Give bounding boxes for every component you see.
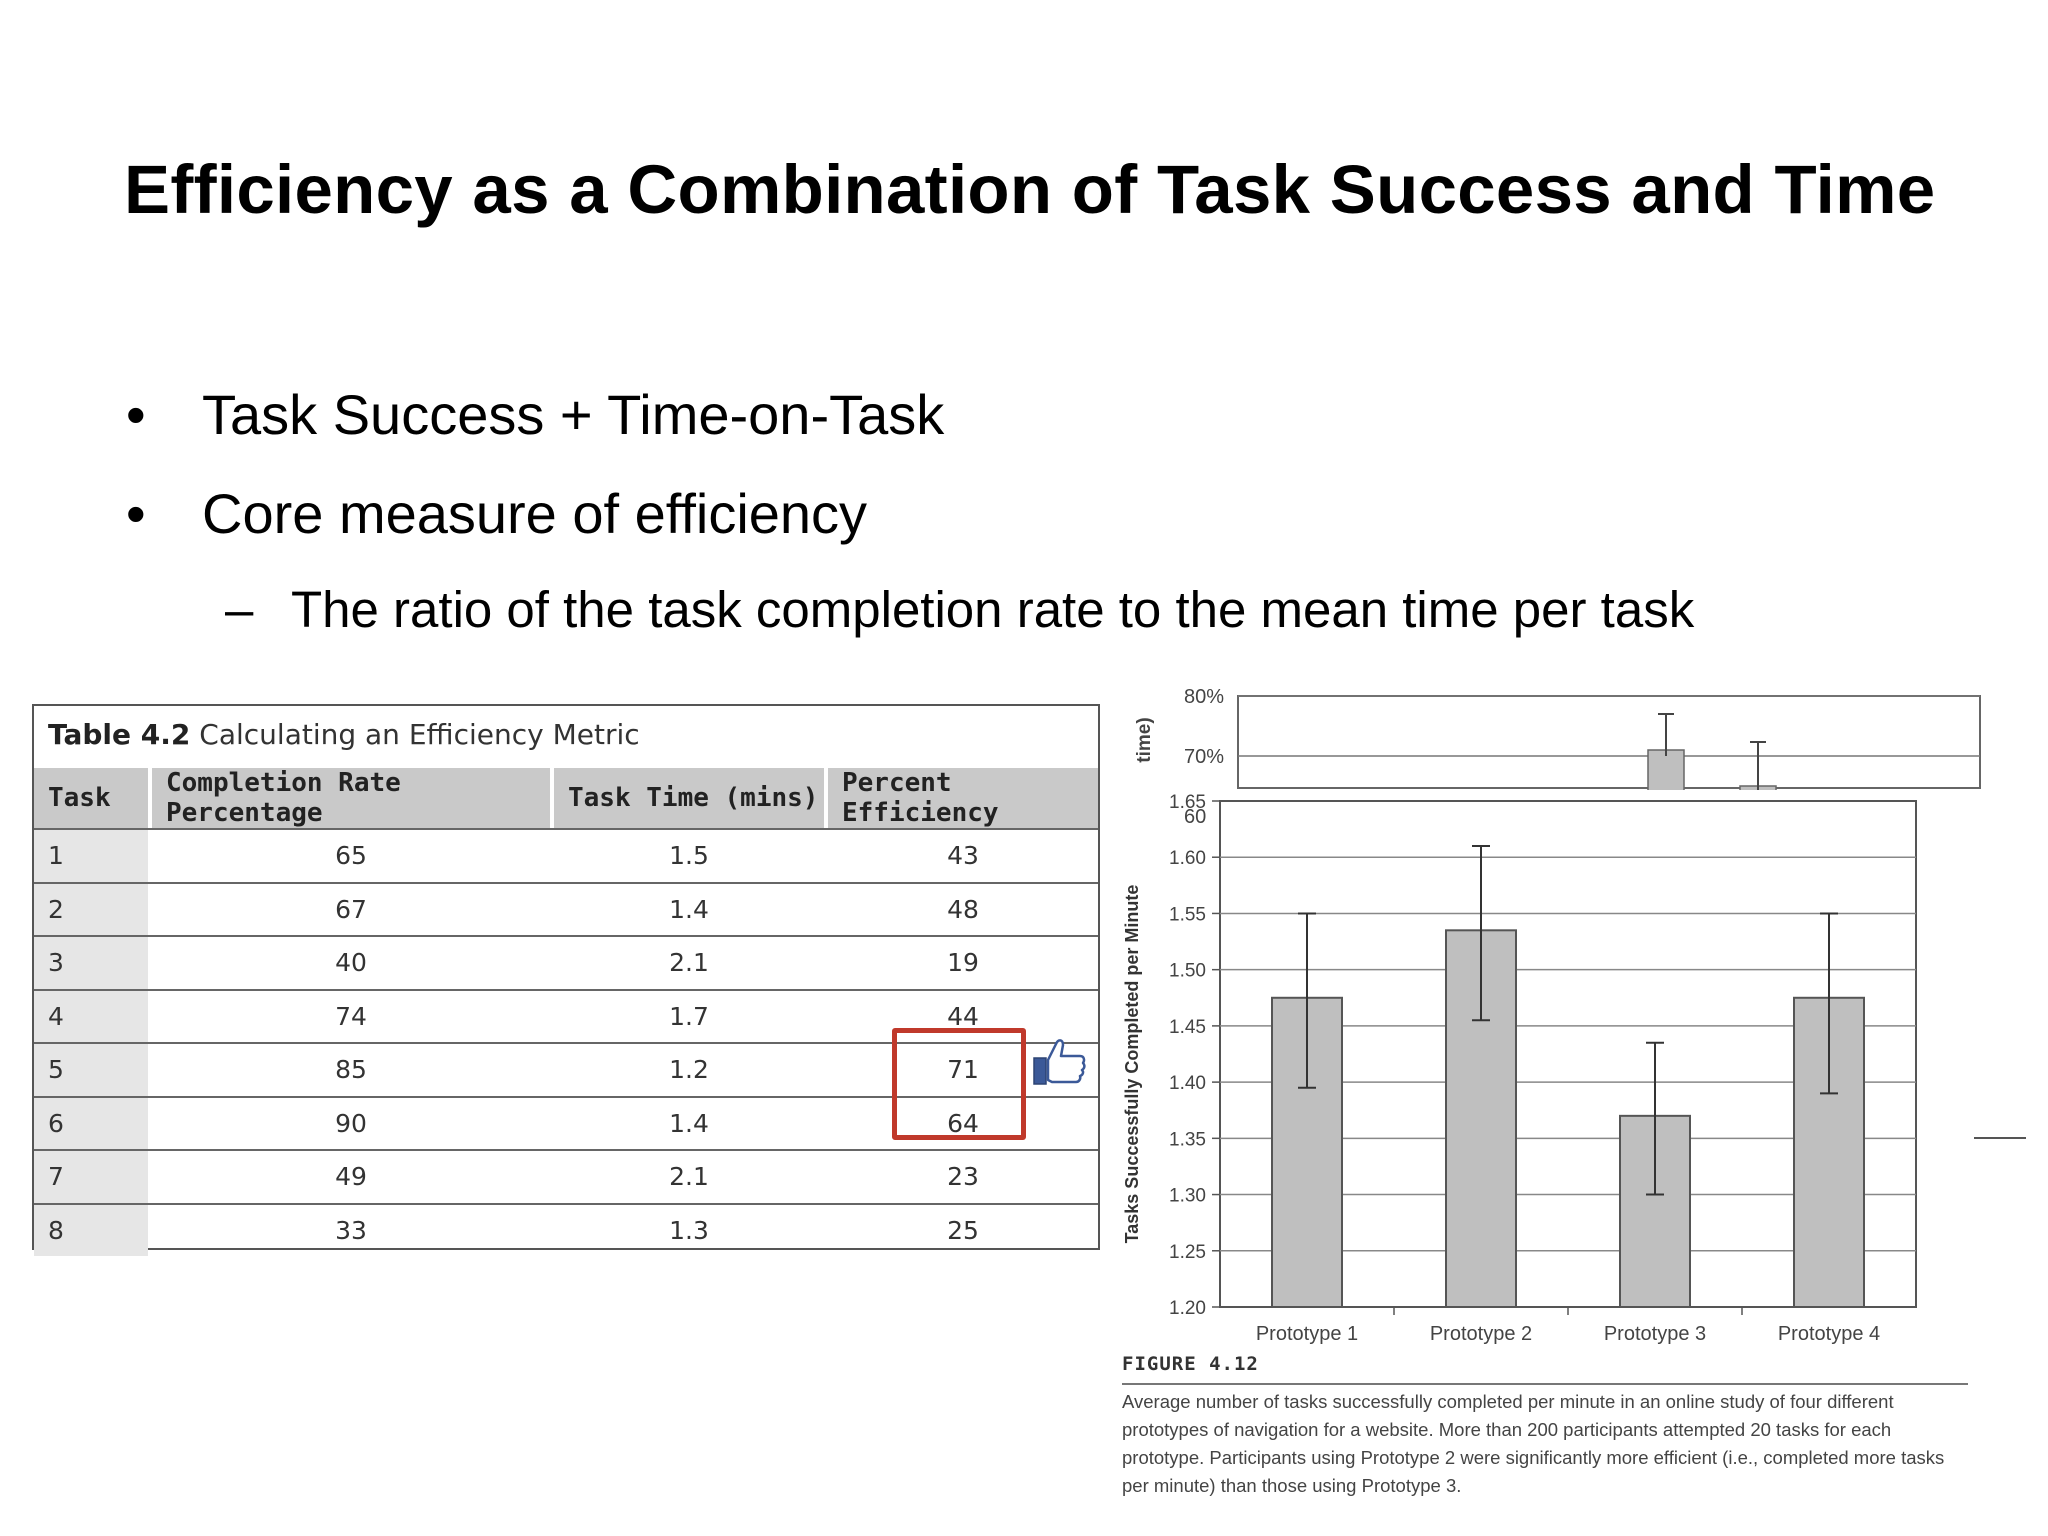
table-cell: 2 <box>34 883 148 935</box>
table-row: 7 49 2.1 23 <box>34 1149 1098 1203</box>
table-cell: 8 <box>34 1204 148 1256</box>
y-tick-label: 1.65 <box>1169 792 1206 813</box>
table-header-row: Task Completion Rate Percentage Task Tim… <box>34 768 1098 828</box>
table-cell: 1.4 <box>669 1108 709 1138</box>
table-cell: 1 <box>34 830 148 882</box>
bullet-text: Core measure of efficiency <box>202 482 868 545</box>
bullet-text: Task Success + Time-on-Task <box>202 383 945 446</box>
efficiency-chart: 80%70%60%time)1.201.251.301.351.401.451.… <box>1122 686 1981 1350</box>
table-cell: 2.1 <box>669 948 709 978</box>
y-tick-label: 1.45 <box>1169 1017 1206 1038</box>
bg-y-tick-label: 80% <box>1184 686 1224 708</box>
table-cell: 85 <box>335 1055 367 1085</box>
table-cell: 25 <box>947 1215 979 1245</box>
table-row: 8 33 1.3 25 <box>34 1202 1098 1256</box>
table-header-cell: Task <box>34 768 148 828</box>
table-cell: 1.4 <box>669 894 709 924</box>
table-cell: 65 <box>335 841 367 871</box>
y-tick-label: 1.40 <box>1169 1073 1206 1094</box>
x-tick-label: Prototype 2 <box>1430 1323 1532 1345</box>
y-tick-label: 1.20 <box>1169 1298 1206 1319</box>
divider-mark <box>1974 1137 2026 1139</box>
bullet-item: • Core measure of efficiency <box>126 481 868 546</box>
table-cell: 33 <box>335 1215 367 1245</box>
table-cell: 71 <box>947 1055 979 1085</box>
table-cell: 23 <box>947 1162 979 1192</box>
sub-bullet-mark: – <box>225 581 254 638</box>
table-cell: 49 <box>335 1162 367 1192</box>
figure-label: FIGURE 4.12 <box>1122 1353 1259 1375</box>
y-tick-label: 1.30 <box>1169 1186 1206 1207</box>
x-tick-label: Prototype 1 <box>1256 1323 1358 1345</box>
table-cell: 4 <box>34 990 148 1042</box>
table-cell: 1.7 <box>669 1001 709 1031</box>
x-tick-label: Prototype 3 <box>1604 1323 1706 1345</box>
figure-divider <box>1122 1383 1968 1385</box>
table-cell: 67 <box>335 894 367 924</box>
table-cell: 43 <box>947 841 979 871</box>
table-cell: 74 <box>335 1001 367 1031</box>
table-caption-label: Table 4.2 <box>48 718 191 751</box>
table-caption-text: Calculating an Efficiency Metric <box>199 718 640 751</box>
table-header-cell: Percent Efficiency <box>828 768 1098 828</box>
bullet-mark: • <box>126 482 146 545</box>
y-tick-label: 1.25 <box>1169 1242 1206 1263</box>
table-cell: 2.1 <box>669 1162 709 1192</box>
table-cell: 48 <box>947 894 979 924</box>
table-cell: 6 <box>34 1097 148 1149</box>
table-cell: 3 <box>34 937 148 989</box>
y-tick-label: 1.60 <box>1169 848 1206 869</box>
table-cell: 1.5 <box>669 841 709 871</box>
y-tick-label: 1.50 <box>1169 961 1206 982</box>
sub-bullet-text: The ratio of the task completion rate to… <box>291 581 1695 638</box>
x-tick-label: Prototype 4 <box>1778 1323 1880 1345</box>
table-cell: 19 <box>947 948 979 978</box>
table-cell: 64 <box>947 1108 979 1138</box>
highlight-box <box>892 1028 1026 1140</box>
table-cell: 7 <box>34 1151 148 1203</box>
table-row: 5 85 1.2 71 <box>34 1042 1098 1096</box>
bg-y-axis-label: time) <box>1134 717 1155 762</box>
table-cell: 5 <box>34 1044 148 1096</box>
efficiency-table: Table 4.2 Calculating an Efficiency Metr… <box>32 704 1100 1256</box>
table-cell: 1.3 <box>669 1215 709 1245</box>
y-tick-label: 1.55 <box>1169 904 1206 925</box>
table-cell: 44 <box>947 1001 979 1031</box>
y-axis-label: Tasks Successfully Completed per Minute <box>1122 885 1142 1244</box>
y-tick-label: 1.35 <box>1169 1129 1206 1150</box>
bullet-mark: • <box>126 383 146 446</box>
table-row: 3 40 2.1 19 <box>34 935 1098 989</box>
table-row: 4 74 1.7 44 <box>34 988 1098 1042</box>
table-cell: 1.2 <box>669 1055 709 1085</box>
table-header-cell: Completion Rate Percentage <box>152 768 550 828</box>
bg-y-tick-label: 70% <box>1184 746 1224 768</box>
bg-chart-frame <box>1237 695 1981 789</box>
table-row: 1 65 1.5 43 <box>34 828 1098 882</box>
table-row: 6 90 1.4 64 <box>34 1095 1098 1149</box>
table-header-cell: Task Time (mins) <box>554 768 824 828</box>
thumbs-up-icon <box>1033 1039 1086 1085</box>
table-caption: Table 4.2 Calculating an Efficiency Metr… <box>48 718 640 751</box>
sub-bullet-item: – The ratio of the task completion rate … <box>225 580 1695 639</box>
table-cell: 90 <box>335 1108 367 1138</box>
slide-title: Efficiency as a Combination of Task Succ… <box>124 151 1936 228</box>
table-row: 2 67 1.4 48 <box>34 881 1098 935</box>
figure-caption: Average number of tasks successfully com… <box>1122 1391 1945 1496</box>
table-cell: 40 <box>335 948 367 978</box>
bullet-item: • Task Success + Time-on-Task <box>126 382 945 447</box>
